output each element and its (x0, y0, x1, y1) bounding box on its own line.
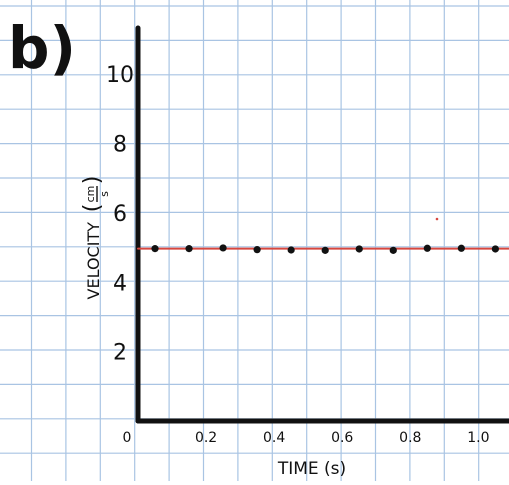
data-point (253, 246, 261, 254)
data-point (457, 244, 465, 252)
data-point (389, 246, 397, 254)
y-unit-numerator: cm (84, 186, 97, 203)
panel-label: b) (8, 14, 76, 82)
data-point (491, 245, 499, 253)
x-tick-label: 0.4 (263, 430, 285, 446)
stray-red-mark (435, 217, 439, 221)
data-point (219, 244, 227, 252)
tick-labels: 0.2 0.4 0.6 0.8 1.0 0 2 4 6 8 10 (106, 63, 489, 446)
x-axis-label: TIME (s) (277, 459, 346, 479)
y-unit-denominator: s (98, 191, 111, 197)
y-tick-label: 6 (113, 202, 127, 227)
y-tick-label: 2 (113, 341, 127, 366)
x-tick-label: 1.0 (467, 430, 489, 446)
y-tick-label: 8 (113, 133, 127, 158)
data-point (151, 245, 159, 253)
data-point (355, 245, 363, 253)
y-axis-label-group: VELOCITY ( cm s ) (80, 176, 111, 300)
origin-tick-label: 0 (123, 430, 132, 446)
y-unit-paren-open: ( (80, 204, 105, 213)
data-point (321, 246, 329, 254)
data-points (151, 244, 499, 254)
y-tick-label: 10 (106, 63, 134, 88)
y-axis-label: VELOCITY (84, 222, 103, 300)
data-point (287, 246, 295, 254)
x-tick-label: 0.2 (195, 430, 217, 446)
axes (135, 25, 509, 424)
y-unit-paren-close: ) (80, 176, 105, 185)
x-tick-label: 0.6 (331, 430, 353, 446)
x-tick-label: 0.8 (399, 430, 421, 446)
data-point (185, 245, 193, 253)
y-tick-label: 4 (113, 271, 127, 296)
data-point (423, 244, 431, 252)
